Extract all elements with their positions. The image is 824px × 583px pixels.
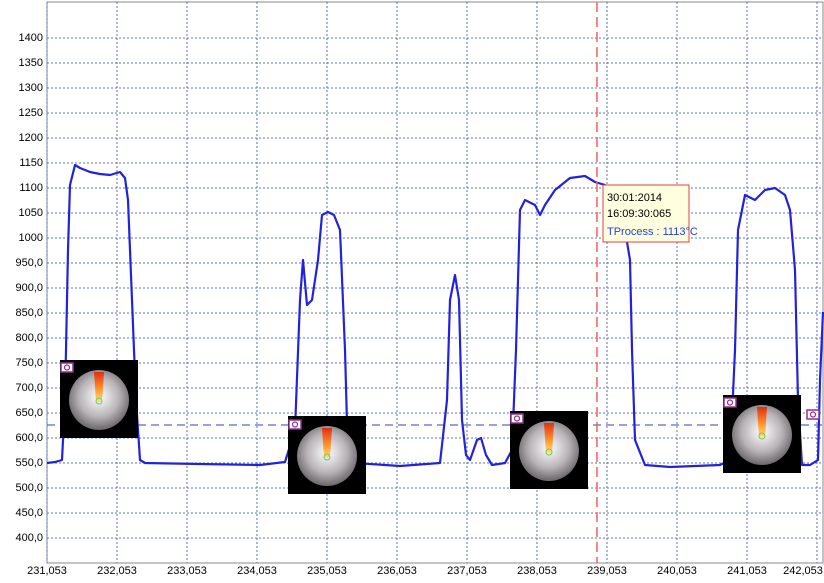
tooltip-time: 16:09:30:065 [607, 208, 671, 220]
x-tick-label: 235,053 [307, 565, 347, 577]
y-tick-label: 500,0 [15, 482, 43, 494]
tooltip: 30:01:2014 16:09:30:065 TProcess : 1113°… [602, 184, 698, 243]
plot-area [46, 1, 824, 564]
camera-icon[interactable] [288, 419, 302, 430]
tooltip-value: TProcess : 1113°C [607, 226, 698, 238]
y-tick-label: 1350 [19, 57, 43, 69]
y-tick-label: 850,0 [15, 307, 43, 319]
x-tick-label: 232,053 [97, 565, 137, 577]
camera-icon[interactable] [510, 413, 524, 424]
grid [46, 2, 823, 563]
x-tick-label: 239,053 [587, 565, 627, 577]
marks [46, 2, 824, 563]
y-tick-label: 700,0 [15, 382, 43, 394]
y-tick-label: 1200 [19, 132, 43, 144]
y-tick-label: 900,0 [15, 282, 43, 294]
y-tick-label: 1250 [19, 107, 43, 119]
y-tick-label: 1400 [19, 32, 43, 44]
y-tick-label: 1150 [19, 157, 43, 169]
x-tick-label: 237,053 [447, 565, 487, 577]
x-tick-label: 233,053 [167, 565, 207, 577]
y-tick-label: 1100 [19, 182, 43, 194]
x-tick-label: 238,053 [517, 565, 557, 577]
x-tick-label: 242,053 [783, 565, 823, 577]
y-tick-label: 950,0 [15, 257, 43, 269]
y-tick-label: 450,0 [15, 507, 43, 519]
x-tick-label: 234,053 [237, 565, 277, 577]
camera-icon[interactable] [723, 397, 737, 408]
y-tick-label: 800,0 [15, 332, 43, 344]
y-tick-label: 1050 [19, 207, 43, 219]
y-tick-label: 600,0 [15, 432, 43, 444]
y-tick-label: 650,0 [15, 407, 43, 419]
x-tick-label: 231,053 [27, 565, 67, 577]
x-tick-label: 236,053 [377, 565, 417, 577]
x-tick-label: 240,053 [657, 565, 697, 577]
y-tick-label: 1000 [19, 232, 43, 244]
camera-icon[interactable] [806, 409, 820, 420]
y-tick-label: 1300 [19, 82, 43, 94]
y-tick-label: 400,0 [15, 532, 43, 544]
tooltip-date: 30:01:2014 [607, 192, 662, 204]
y-tick-label: 550,0 [15, 457, 43, 469]
x-tick-label: 241,053 [727, 565, 767, 577]
camera-icon[interactable] [60, 362, 74, 373]
y-tick-label: 750,0 [15, 357, 43, 369]
data-line [46, 163, 824, 469]
tooltip-box [602, 184, 690, 243]
